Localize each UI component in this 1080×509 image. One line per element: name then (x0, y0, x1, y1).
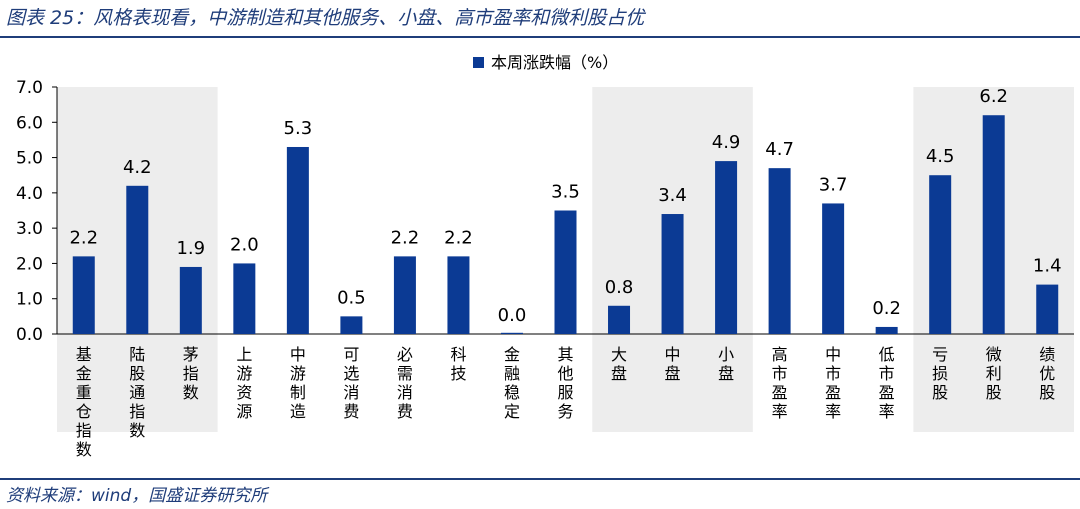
bar-19 (1036, 284, 1059, 334)
bar-18 (982, 115, 1005, 334)
bar-2 (126, 185, 149, 334)
value-label-15: 3.7 (819, 174, 848, 195)
value-label-6: 0.5 (337, 287, 366, 308)
category-label-19: 绩优股 (1039, 345, 1055, 402)
value-label-4: 2.0 (230, 234, 259, 255)
category-label-7: 必需消费 (397, 345, 413, 421)
legend: 本周涨跌幅（%） (473, 53, 618, 72)
category-label-10: 其他服务 (557, 345, 573, 421)
bar-17 (929, 175, 952, 334)
bar-3 (179, 266, 202, 334)
value-label-2: 4.2 (123, 157, 152, 178)
category-label-15: 中市盈率 (825, 345, 841, 421)
bar-12 (661, 214, 684, 334)
category-label-5: 中游制造 (290, 345, 306, 421)
value-label-16: 0.2 (872, 298, 901, 319)
category-label-8: 科技 (450, 345, 466, 383)
bar-11 (608, 305, 631, 334)
y-tick-label: 3.0 (16, 219, 43, 239)
bar-4 (233, 263, 256, 334)
value-label-10: 3.5 (551, 182, 580, 203)
source-note: 资料来源：wind，国盛证券研究所 (6, 486, 268, 506)
value-label-3: 1.9 (176, 238, 205, 259)
value-label-7: 2.2 (391, 227, 420, 248)
bar-7 (393, 256, 416, 334)
y-tick-label: 5.0 (16, 149, 43, 169)
category-label-17: 亏损股 (932, 345, 948, 402)
category-label-14: 高市盈率 (772, 345, 788, 421)
category-label-4: 上游资源 (236, 345, 252, 421)
value-label-14: 4.7 (765, 139, 794, 160)
category-label-13: 小盘 (718, 345, 734, 383)
y-tick-label: 7.0 (16, 78, 43, 98)
category-label-9: 金融稳定 (504, 345, 520, 421)
title-rule (0, 36, 1080, 38)
value-label-9: 0.0 (498, 305, 527, 326)
bar-8 (447, 256, 470, 334)
bar-chart: 本周涨跌幅（%） 0.0 1.0 2.0 3.0 4.0 5.0 6.0 7.0 2.2 4.2… (16, 53, 1074, 459)
y-tick-label: 4.0 (16, 184, 43, 204)
category-label-1: 基金重仓指数 (76, 345, 92, 459)
bar-10 (554, 210, 577, 334)
bar-6 (340, 316, 363, 334)
bar-5 (286, 146, 309, 334)
y-tick-label: 2.0 (16, 254, 43, 274)
y-tick-label: 1.0 (16, 290, 43, 310)
legend-label: 本周涨跌幅（%） (491, 53, 618, 72)
value-label-1: 2.2 (69, 227, 98, 248)
y-tick-label: 6.0 (16, 113, 43, 133)
source-rule (0, 478, 1080, 480)
value-label-18: 6.2 (979, 86, 1008, 107)
value-label-17: 4.5 (926, 146, 955, 167)
y-axis: 0.0 1.0 2.0 3.0 4.0 5.0 6.0 7.0 (16, 78, 1074, 345)
bar-15 (822, 203, 845, 334)
category-label-16: 低市盈率 (879, 345, 895, 421)
value-label-12: 3.4 (658, 185, 687, 206)
category-label-12: 中盘 (665, 345, 681, 383)
category-label-11: 大盘 (611, 345, 627, 383)
category-label-2: 陆股通指数 (129, 345, 145, 440)
bar-14 (768, 168, 791, 334)
legend-swatch (473, 57, 484, 68)
value-label-19: 1.4 (1033, 256, 1062, 277)
bars (72, 115, 1059, 334)
bar-13 (715, 161, 738, 334)
category-label-18: 微利股 (986, 345, 1002, 402)
category-label-3: 茅指数 (183, 345, 199, 402)
value-label-8: 2.2 (444, 227, 473, 248)
figure-title: 图表 25：风格表现看，中游制造和其他服务、小盘、高市盈率和微利股占优 (6, 7, 645, 29)
y-tick-label: 0.0 (16, 325, 43, 345)
category-label-6: 可选消费 (343, 345, 359, 421)
bar-9 (500, 332, 523, 334)
bar-16 (875, 326, 898, 334)
value-labels: 2.2 4.2 1.9 2.0 5.3 0.5 2.2 2.2 0.0 3.5 0.8 3.4 4.9 4… (69, 86, 1061, 326)
value-label-11: 0.8 (605, 277, 634, 298)
value-label-13: 4.9 (712, 132, 741, 153)
category-labels: 基金重仓指数 陆股通指数 茅指数 上游资源 中游制造 可选消费 必需消费 科技 金融稳定 其他服务… (76, 345, 1055, 459)
bar-1 (72, 256, 95, 334)
value-label-5: 5.3 (284, 118, 313, 139)
